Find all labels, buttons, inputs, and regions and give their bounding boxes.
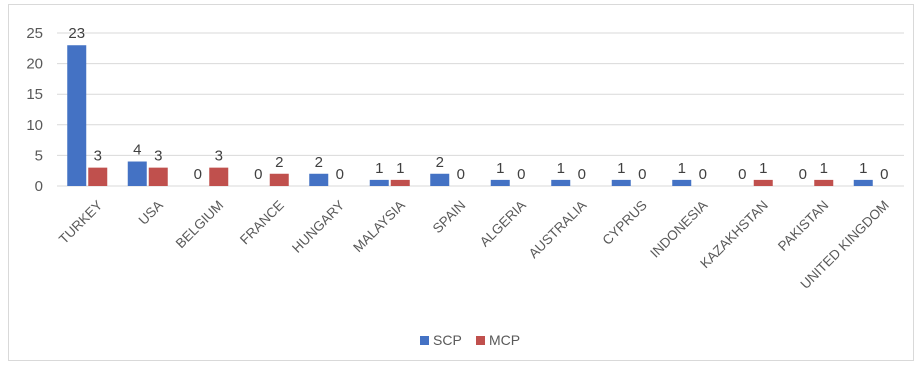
data-label-mcp-hungary: 0 <box>336 166 344 183</box>
data-label-scp-belgium: 0 <box>194 166 202 183</box>
data-label-mcp-turkey: 3 <box>94 148 102 165</box>
y-tick-label-0: 0 <box>35 178 43 195</box>
bar-scp-australia <box>551 179 571 186</box>
data-label-scp-cyprus: 1 <box>617 160 625 177</box>
data-label-mcp-united-kingdom: 0 <box>880 166 888 183</box>
data-label-scp-algeria: 1 <box>496 160 504 177</box>
bar-scp-spain <box>430 173 450 186</box>
x-tick-label-malaysia: MALAYSIA <box>350 198 408 256</box>
x-tick-label-indonesia: INDONESIA <box>647 198 710 261</box>
legend-label-scp: SCP <box>433 332 462 348</box>
bar-mcp-turkey <box>88 167 108 186</box>
x-tick-label-france: FRANCE <box>237 198 287 248</box>
y-tick-label-10: 10 <box>26 117 43 134</box>
legend: SCP MCP <box>420 332 520 348</box>
x-tick-label-cyprus: CYPRUS <box>599 198 649 248</box>
data-label-mcp-algeria: 0 <box>517 166 525 183</box>
bar-scp-turkey <box>67 45 87 186</box>
data-label-scp-indonesia: 1 <box>678 160 686 177</box>
data-label-scp-united-kingdom: 1 <box>859 160 867 177</box>
bar-mcp-belgium <box>209 167 229 186</box>
y-tick-label-5: 5 <box>35 147 43 164</box>
bar-scp-usa <box>127 161 147 186</box>
data-label-mcp-cyprus: 0 <box>638 166 646 183</box>
gridlines <box>57 32 904 187</box>
bar-mcp-kazakhstan <box>753 179 773 186</box>
data-label-mcp-pakistan: 1 <box>820 160 828 177</box>
y-tick-label-20: 20 <box>26 56 43 73</box>
y-tick-label-25: 25 <box>26 25 43 42</box>
legend-label-mcp: MCP <box>489 332 520 348</box>
data-label-mcp-kazakhstan: 1 <box>759 160 767 177</box>
x-tick-label-hungary: HUNGARY <box>289 198 347 256</box>
bar-mcp-usa <box>148 167 168 186</box>
data-label-scp-kazakhstan: 0 <box>738 166 746 183</box>
data-label-scp-usa: 4 <box>133 142 141 159</box>
data-label-scp-australia: 1 <box>557 160 565 177</box>
legend-swatch-scp <box>420 336 429 345</box>
bar-scp-indonesia <box>672 179 692 186</box>
y-tick-label-15: 15 <box>26 86 43 103</box>
x-tick-label-usa: USA <box>136 198 166 228</box>
x-tick-label-spain: SPAIN <box>430 198 469 237</box>
data-label-mcp-spain: 0 <box>457 166 465 183</box>
x-tick-label-pakistan: PAKISTAN <box>775 198 831 254</box>
legend-swatch-mcp <box>476 336 485 345</box>
bar-scp-hungary <box>309 173 329 186</box>
data-label-mcp-malaysia: 1 <box>396 160 404 177</box>
bar-scp-united-kingdom <box>853 179 873 186</box>
data-label-mcp-france: 2 <box>275 154 283 171</box>
data-label-scp-hungary: 2 <box>315 154 323 171</box>
data-label-mcp-australia: 0 <box>578 166 586 183</box>
data-label-scp-france: 0 <box>254 166 262 183</box>
bar-scp-cyprus <box>611 179 631 186</box>
y-axis: 0 5 10 15 20 25 <box>26 25 43 195</box>
x-tick-label-belgium: BELGIUM <box>173 198 227 252</box>
data-label-mcp-usa: 3 <box>154 148 162 165</box>
bars <box>67 45 873 186</box>
x-axis: TURKEY USA BELGIUM FRANCE HUNGARY MALAYSIA SPA… <box>56 198 892 292</box>
x-tick-label-turkey: TURKEY <box>56 198 105 247</box>
bar-mcp-france <box>269 173 289 186</box>
data-label-mcp-belgium: 3 <box>215 148 223 165</box>
data-label-scp-malaysia: 1 <box>375 160 383 177</box>
bar-mcp-pakistan <box>814 179 834 186</box>
x-tick-label-algeria: ALGERIA <box>477 198 529 250</box>
bar-mcp-malaysia <box>390 179 410 186</box>
x-tick-label-australia: AUSTRALIA <box>526 198 590 262</box>
data-label-mcp-indonesia: 0 <box>699 166 707 183</box>
bar-scp-malaysia <box>369 179 389 186</box>
bar-scp-algeria <box>490 179 510 186</box>
data-label-scp-turkey: 23 <box>68 25 85 42</box>
data-label-scp-spain: 2 <box>436 154 444 171</box>
data-label-scp-pakistan: 0 <box>799 166 807 183</box>
